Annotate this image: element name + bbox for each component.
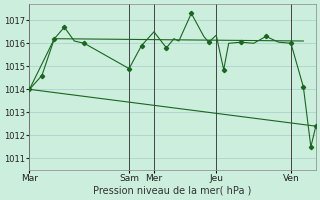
X-axis label: Pression niveau de la mer( hPa ): Pression niveau de la mer( hPa ): [93, 186, 252, 196]
